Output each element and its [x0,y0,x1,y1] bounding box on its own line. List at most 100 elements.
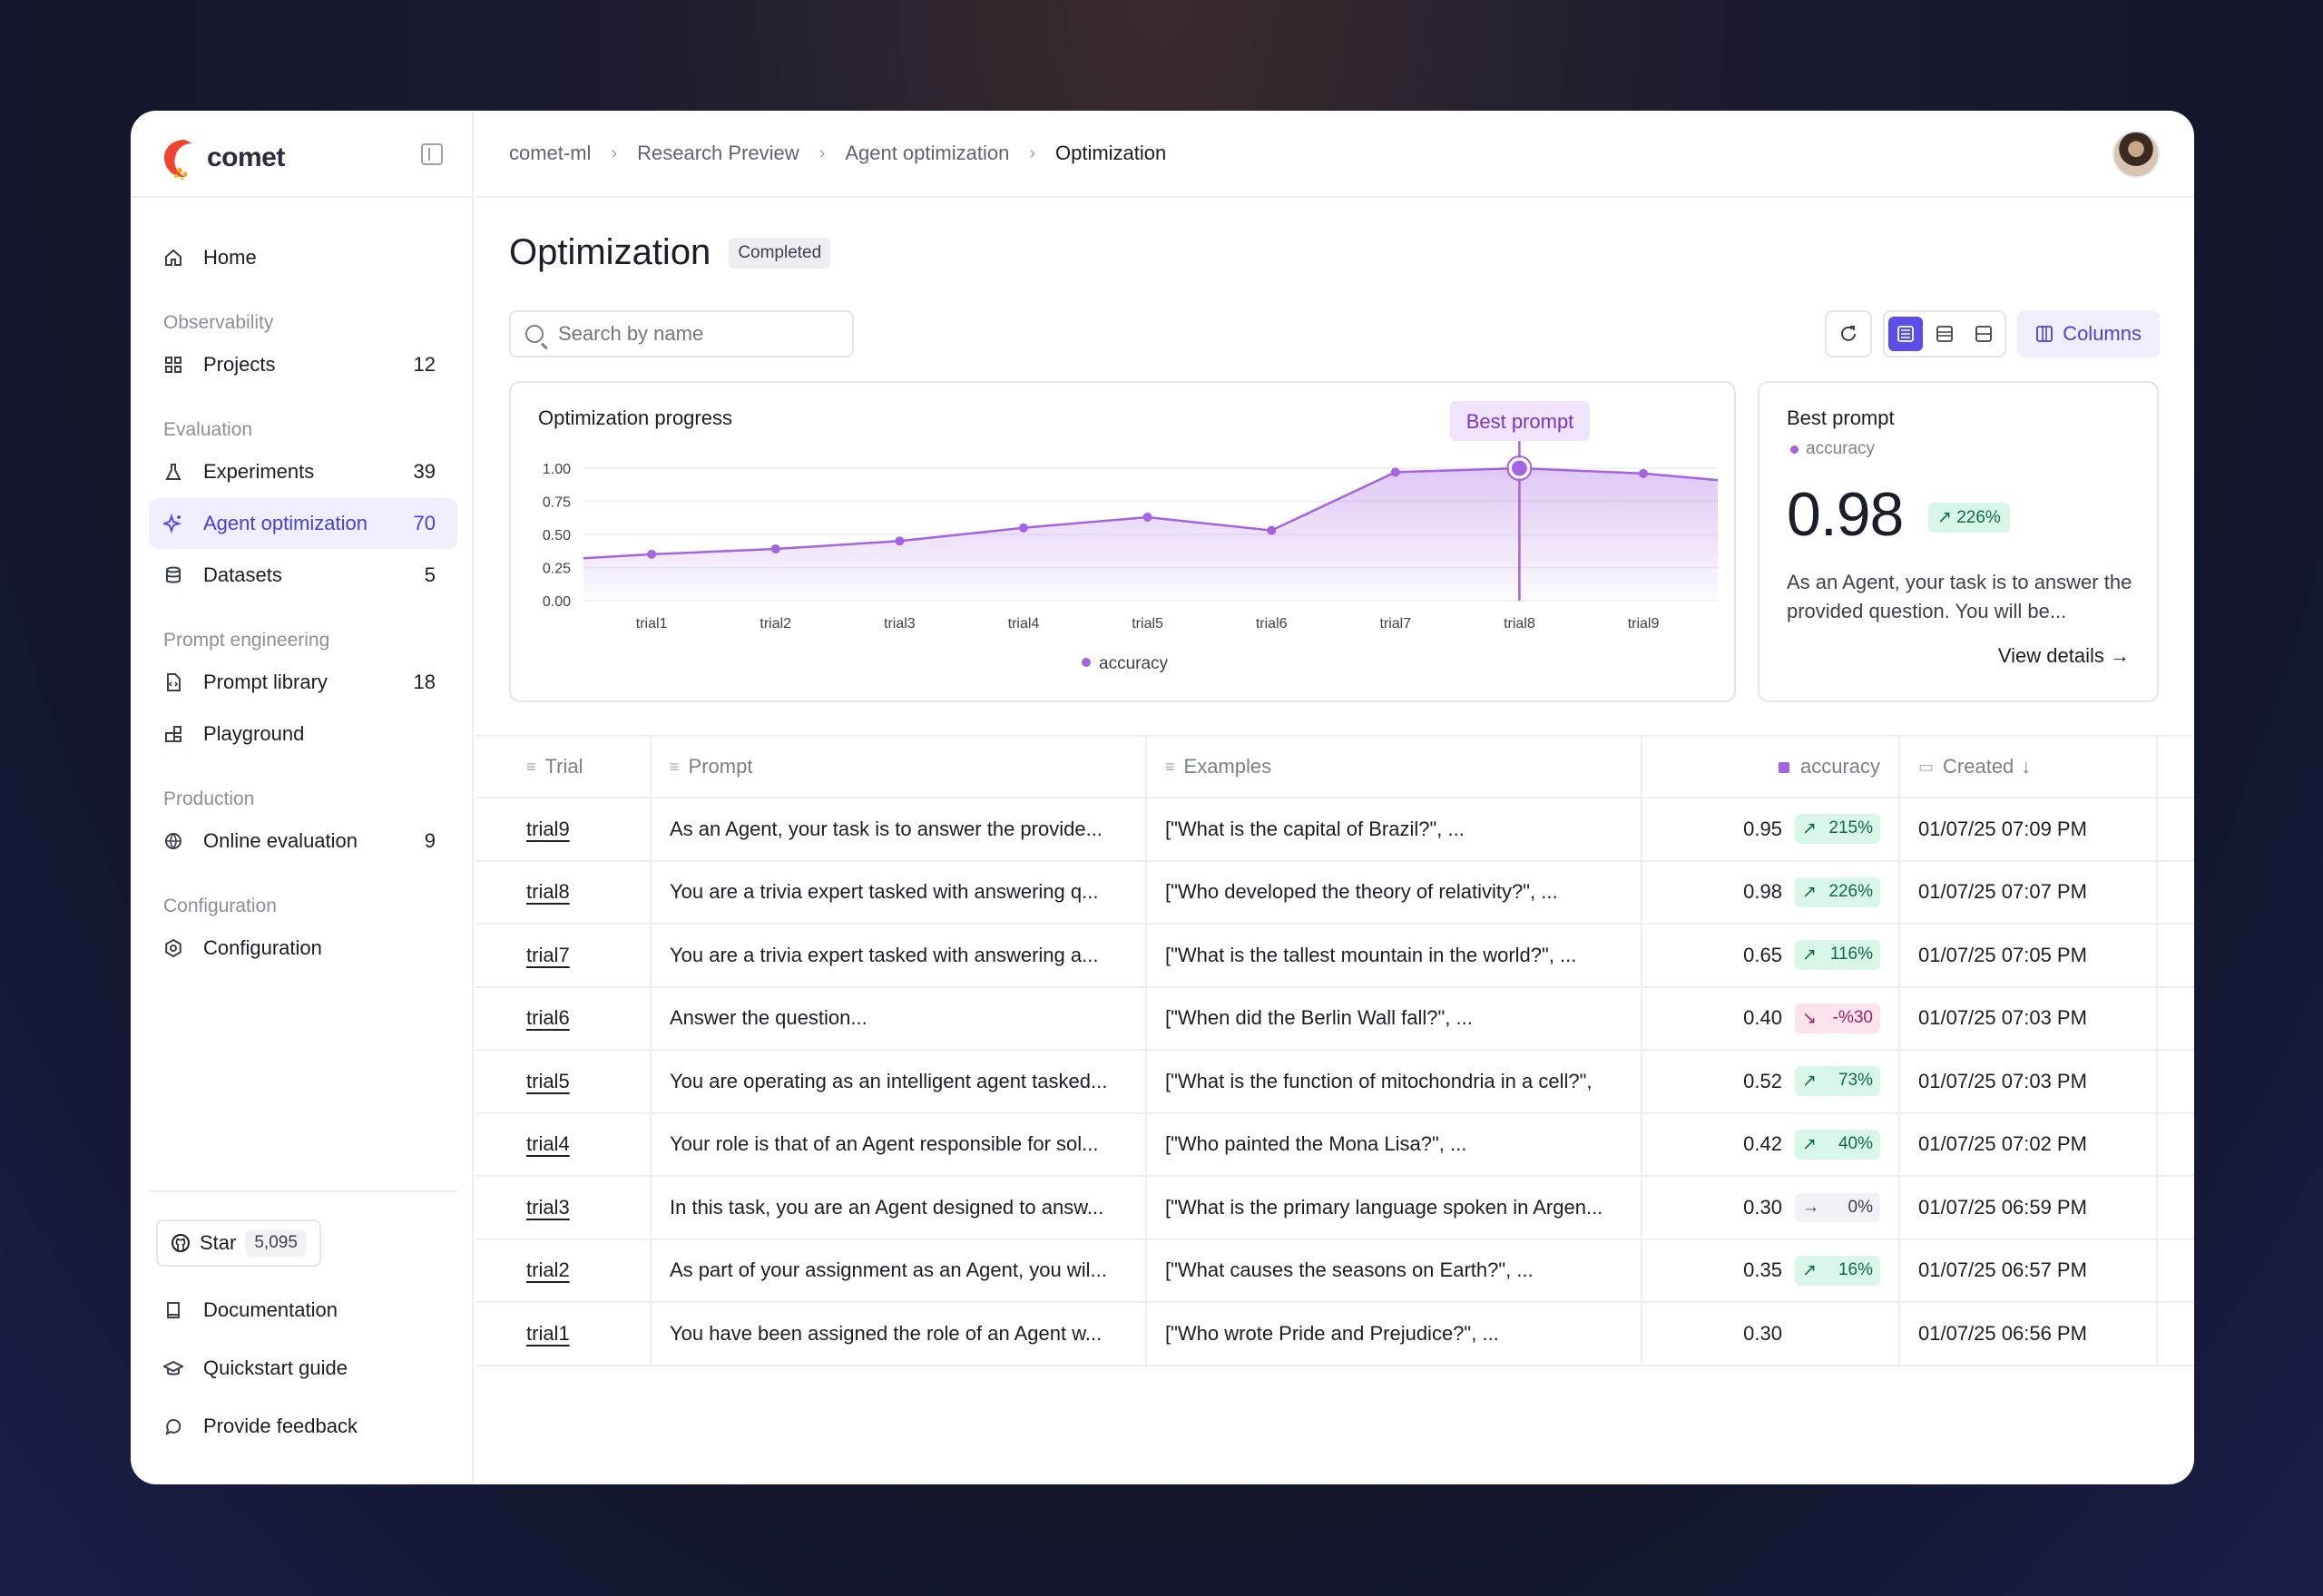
examples-text: ["Who painted the Mona Lisa?", ... [1165,1132,1467,1156]
table-row[interactable]: trial5 You are operating as an intelligen… [475,1051,2194,1114]
sidebar-item-label: Experiments [203,460,315,483]
cell-created: 01/07/25 07:07 PM [1900,861,2158,923]
sort-desc-icon[interactable]: ↓ [2021,755,2032,778]
trial-link[interactable]: trial3 [526,1195,570,1219]
header-label: Prompt [688,755,753,778]
data-point[interactable] [1267,525,1277,535]
trend-icon: ↗ [1802,945,1817,965]
column-header-created[interactable]: ▭ Created ↓ [1900,737,2158,797]
data-point[interactable] [1018,523,1028,533]
chevron-right-icon: › [818,142,826,163]
column-header-accuracy[interactable]: accuracy [1642,737,1900,797]
trial-link[interactable]: trial5 [526,1069,570,1092]
comet-logo-icon [163,140,192,181]
sidebar-item-online-evaluation[interactable]: Online evaluation 9 [149,816,457,867]
prompt-text: You are a trivia expert tasked with answ… [670,943,1099,966]
sidebar-item-prompt-library[interactable]: Prompt library 18 [149,657,457,708]
examples-text: ["What is the tallest mountain in the wo… [1165,943,1577,966]
accuracy-value: 0.30 [1743,1195,1782,1219]
sidebar-item-home[interactable]: Home [149,232,457,283]
grid-icon [163,355,183,375]
cell-accuracy: 0.42 ↗ 40% [1642,1113,1900,1175]
sidebar-item-configuration[interactable]: Configuration [149,923,457,974]
view-details-link[interactable]: View details → [1998,644,2130,668]
column-header-examples[interactable]: ≡ Examples [1147,737,1642,797]
accuracy-value: 0.98 [1743,880,1782,904]
collapse-sidebar-icon[interactable] [421,143,443,165]
breadcrumb-item[interactable]: Research Preview [637,142,799,164]
trial-link[interactable]: trial1 [526,1321,570,1345]
cell-examples: ["Who wrote Pride and Prejudice?", ... [1147,1303,1642,1365]
refresh-button[interactable] [1825,310,1873,357]
data-point[interactable] [1639,468,1649,478]
metric-label: accuracy [1806,439,1876,458]
columns-button[interactable]: Columns [2017,310,2160,357]
table-row[interactable]: trial8 You are a trivia expert tasked wit… [475,861,2194,925]
cell-trial: trial7 [475,925,652,986]
table-row[interactable]: trial4 Your role is that of an Agent resp… [475,1113,2194,1177]
sidebar-bottom-nav: Documentation Quickstart guide Provide f… [149,1281,457,1455]
sidebar-item-projects[interactable]: Projects 12 [149,339,457,390]
column-header-trial[interactable]: ≡ Trial [475,737,652,797]
best-prompt-value: 0.98 [1787,480,1904,549]
data-point[interactable] [1508,457,1530,479]
table-row[interactable]: trial1 You have been assigned the role of… [475,1303,2194,1366]
search-box[interactable] [509,310,854,357]
data-point[interactable] [1142,513,1152,523]
view-details-label: View details [1997,644,2104,667]
sidebar-item-datasets[interactable]: Datasets 5 [149,550,457,601]
breadcrumb-item[interactable]: comet-ml [509,142,592,164]
trial-link[interactable]: trial8 [526,880,570,904]
data-point[interactable] [770,544,780,554]
table-row[interactable]: trial9 As an Agent, your task is to answe… [475,798,2194,862]
trial-link[interactable]: trial7 [526,943,570,966]
density-compact-button[interactable] [1888,317,1924,351]
cell-prompt: You are a trivia expert tasked with answ… [652,861,1147,923]
breadcrumb-current: Optimization [1054,142,1167,164]
sidebar-item-documentation[interactable]: Documentation [149,1281,457,1338]
logo[interactable]: comet [158,132,285,183]
best-prompt-title: Best prompt [1787,406,1895,429]
breadcrumb-item[interactable]: Agent optimization [845,142,1010,164]
sidebar-item-agent-optimization[interactable]: Agent optimization 70 [149,498,457,549]
trial-link[interactable]: trial6 [526,1006,570,1030]
table-row[interactable]: trial2 As part of your assignment as an A… [475,1239,2194,1303]
trial-link[interactable]: trial4 [526,1132,570,1156]
best-prompt-change-badge: ↗ 226% [1928,503,2010,533]
density-medium-button[interactable] [1927,317,1962,351]
cell-examples: ["What is the function of mitochondria i… [1147,1051,1642,1112]
trial-link[interactable]: trial2 [526,1258,570,1282]
database-icon [163,565,183,585]
table-row[interactable]: trial6 Answer the question... ["When did t… [475,987,2194,1051]
examples-text: ["Who wrote Pride and Prejudice?", ... [1165,1321,1499,1345]
sidebar-item-experiments[interactable]: Experiments 39 [149,446,457,497]
change-value: 226% [1956,508,2001,527]
app-window: comet Home Observability Projects 12 Eva… [131,111,2194,1484]
data-point[interactable] [1390,467,1400,477]
column-header-prompt[interactable]: ≡ Prompt [652,737,1147,797]
cell-prompt: As part of your assignment as an Agent, … [652,1239,1147,1301]
star-label: Star [200,1231,237,1254]
cell-trial: trial3 [475,1177,652,1239]
sidebar-item-count: 5 [424,563,436,586]
arrow-right-icon: → [2110,644,2130,667]
best-prompt-metric: accuracy [1790,439,1875,459]
blocks-icon [163,724,183,744]
data-point[interactable] [647,549,657,559]
sidebar-item-playground[interactable]: Playground [149,709,457,759]
change-value: 73% [1838,1071,1873,1091]
cell-created: 01/07/25 07:03 PM [1900,1051,2158,1112]
table-row[interactable]: trial3 In this task, you are an Agent des… [475,1177,2194,1240]
sidebar-item-quickstart[interactable]: Quickstart guide [149,1339,457,1396]
density-large-button[interactable] [1966,317,2001,351]
avatar[interactable] [2112,131,2160,178]
trial-link[interactable]: trial9 [526,817,570,840]
github-star-button[interactable]: Star 5,095 [156,1219,321,1267]
table-row[interactable]: trial7 You are a trivia expert tasked wit… [475,925,2194,988]
search-input[interactable] [558,322,848,346]
sidebar-item-feedback[interactable]: Provide feedback [149,1397,457,1454]
y-tick-label: 0.75 [543,495,571,511]
chevron-right-icon: › [1029,142,1035,163]
data-point[interactable] [895,536,905,546]
x-tick-label: trial1 [636,616,668,632]
